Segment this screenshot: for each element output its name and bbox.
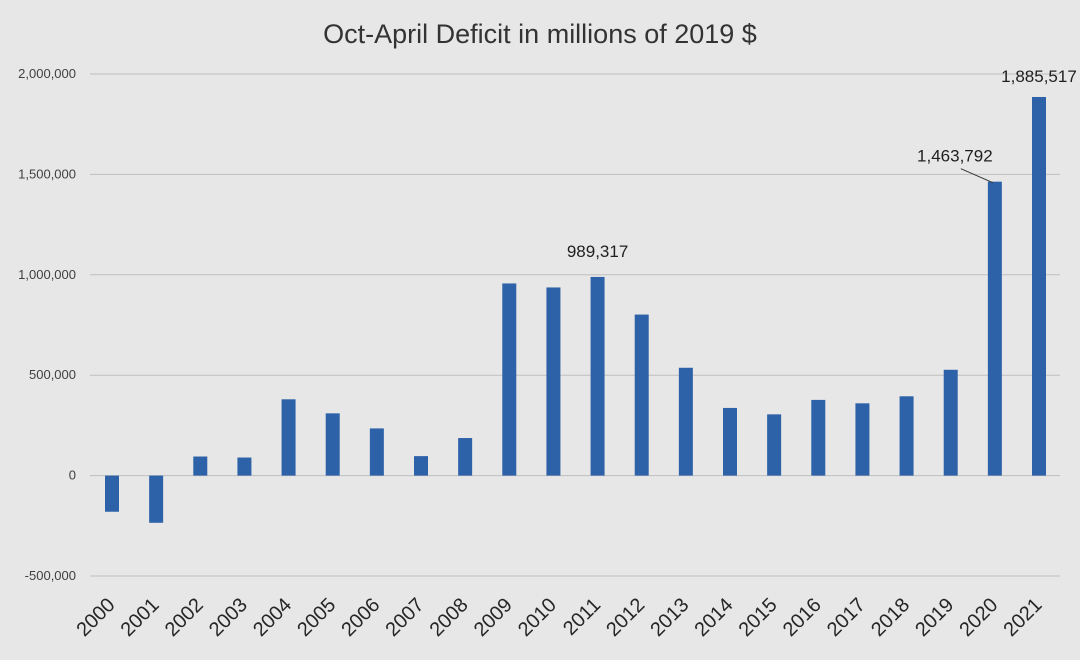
x-tick-label: 2001 [117,594,164,641]
bar-2000 [105,475,119,512]
leader-line [960,168,994,184]
x-tick-label: 2019 [911,594,958,641]
x-tick-label: 2018 [867,594,914,641]
y-tick-label: 2,000,000 [18,66,76,81]
x-tick-label: 2004 [249,594,296,641]
bar-2011 [590,276,605,476]
x-tick-label: 2015 [735,594,782,641]
data-label-2011: 989,317 [567,242,628,261]
x-tick-label: 2012 [602,594,649,641]
data-label-2020: 1,463,792 [917,147,993,166]
x-tick-label: 2013 [646,594,693,641]
bar-2004 [281,399,296,476]
bar-2005 [325,413,340,476]
bar-2013 [678,367,693,476]
gridlines [90,73,1060,577]
x-tick-label: 2020 [955,594,1002,641]
bar-2017 [855,403,870,476]
y-axis-ticks: -500,000 0 500,000 1,000,000 1,500,000 2,000,… [18,66,76,583]
x-tick-label: 2003 [205,594,252,641]
chart-title: Oct-April Deficit in millions of 2019 $ [323,19,757,49]
x-tick-label: 2017 [823,594,870,641]
y-tick-label: 500,000 [29,367,76,382]
x-tick-label: 2000 [73,594,120,641]
y-tick-label: 1,500,000 [18,166,76,181]
bar-2018 [899,396,914,476]
bar-2010 [546,287,561,476]
x-tick-label: 2002 [161,594,208,641]
x-tick-label: 2021 [1000,594,1047,641]
bar-2002 [193,456,208,476]
bar-2003 [237,457,252,476]
x-tick-label: 2014 [691,594,738,641]
x-tick-label: 2008 [426,594,473,641]
bar-2021 [1032,96,1046,476]
bar-2019 [943,369,958,476]
y-tick-label: 0 [69,468,76,483]
bar-2009 [502,283,517,476]
x-tick-label: 2007 [382,594,429,641]
bar-2007 [414,456,428,476]
x-axis-ticks: 2000200120022003200420052006200720082009… [73,594,1047,641]
x-tick-label: 2009 [470,594,517,641]
bars [105,96,1046,523]
x-tick-label: 2011 [559,594,605,640]
data-labels: 989,317 1,463,792 1,885,517 [567,67,1077,261]
bar-2020 [987,181,1002,476]
bar-2006 [369,428,384,476]
bar-2012 [634,314,649,476]
x-tick-label: 2016 [779,594,826,641]
bar-2008 [458,438,473,476]
data-label-2021: 1,885,517 [1001,67,1077,86]
x-tick-label: 2005 [293,594,340,641]
bar-2015 [767,414,782,476]
x-tick-label: 2006 [337,594,384,641]
y-tick-label: 1,000,000 [18,267,76,282]
y-tick-label: -500,000 [25,568,76,583]
bar-2016 [811,399,826,476]
bar-2014 [723,407,737,476]
x-tick-label: 2010 [514,594,561,641]
bar-2001 [149,475,164,523]
